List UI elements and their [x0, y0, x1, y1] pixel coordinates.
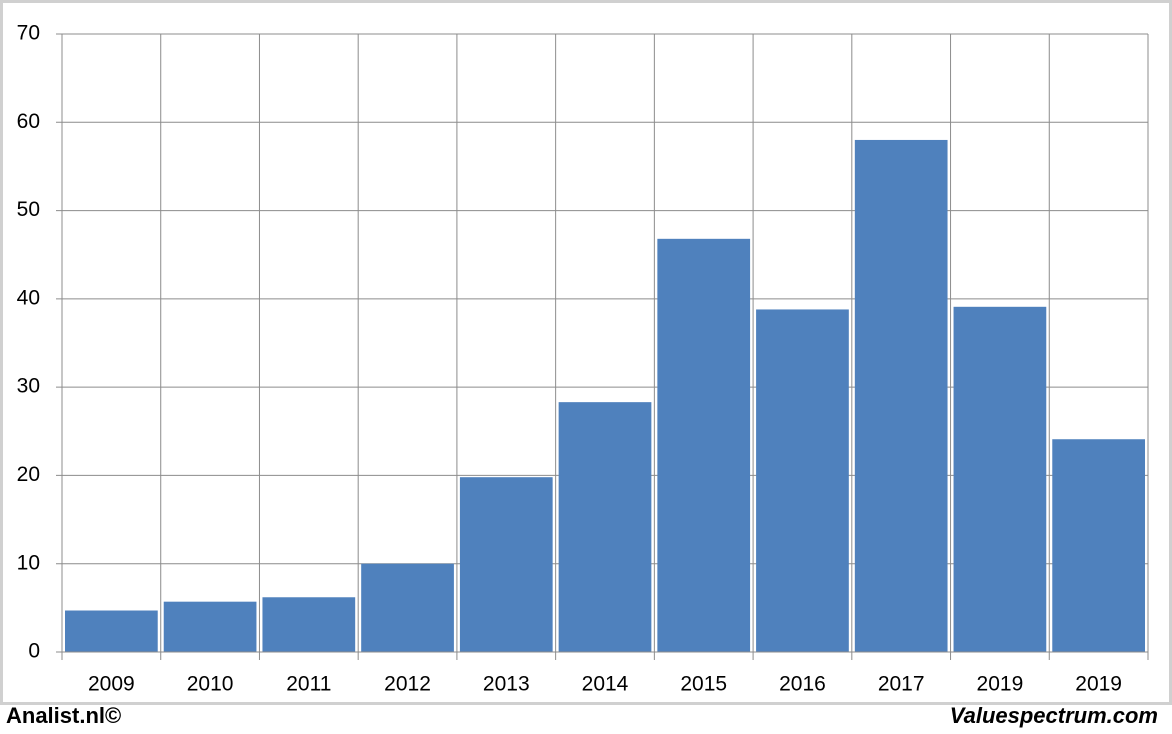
bar [854, 139, 948, 652]
bar [459, 477, 553, 652]
y-tick-label: 70 [17, 22, 40, 45]
y-tick-label: 40 [17, 286, 40, 309]
bar [657, 238, 751, 652]
x-tick-label: 2015 [680, 673, 727, 696]
bar [361, 563, 454, 652]
x-tick-label: 2010 [187, 673, 234, 696]
x-tick-label: 2012 [384, 673, 431, 696]
x-tick-label: 2009 [88, 673, 135, 696]
bar [1052, 439, 1145, 652]
x-tick-label: 2019 [977, 673, 1024, 696]
y-tick-label: 20 [17, 463, 40, 486]
x-tick-label: 2014 [582, 673, 629, 696]
bar [65, 610, 158, 652]
y-tick-label: 10 [17, 551, 40, 574]
y-tick-label: 30 [17, 375, 40, 398]
y-tick-label: 60 [17, 110, 40, 133]
x-tick-label: 2016 [779, 673, 826, 696]
bar [163, 601, 257, 652]
footer-left: Analist.nl© [6, 703, 121, 728]
bar [262, 597, 356, 652]
y-tick-label: 50 [17, 198, 40, 221]
bar [756, 309, 849, 652]
bar [558, 402, 652, 652]
x-tick-label: 2019 [1075, 673, 1122, 696]
footer-right: Valuespectrum.com [950, 703, 1158, 728]
x-tick-label: 2017 [878, 673, 925, 696]
x-tick-label: 2013 [483, 673, 530, 696]
y-tick-label: 0 [28, 640, 40, 663]
bar [953, 306, 1047, 652]
x-tick-label: 2011 [286, 673, 331, 696]
